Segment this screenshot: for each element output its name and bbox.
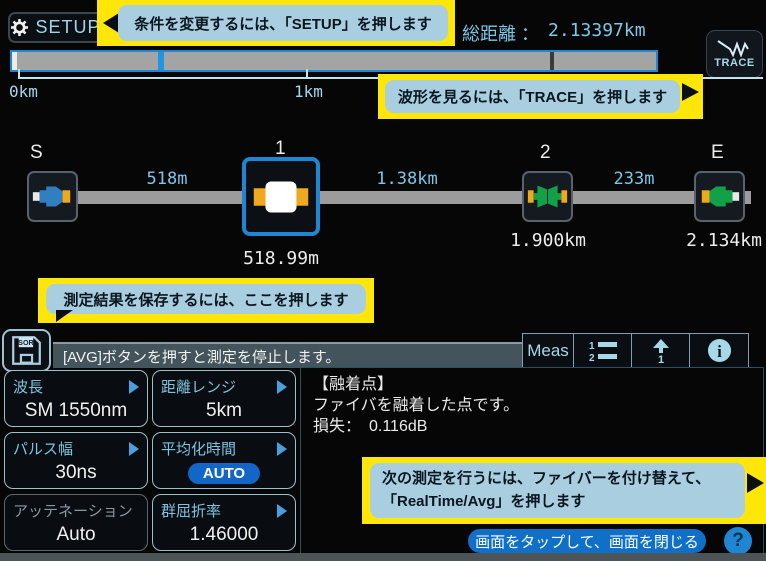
waveform-icon [716,39,749,57]
param-attenuation-value: Auto [56,524,96,545]
scrollbar-cursor-marker [158,52,164,70]
event-end-connector[interactable] [694,171,745,222]
ruler-label-1km: 1km [294,82,323,101]
event-1-distance: 518.99m [243,248,319,269]
total-distance-label: 総距離 ： [462,24,540,44]
tooltip-save-tail [56,310,73,322]
event-start-connector[interactable] [27,171,78,222]
event-info-loss: 損失： 0.116dB [313,418,428,436]
event-1-splice-selected[interactable] [242,157,320,236]
trace-button[interactable]: TRACE [706,30,763,78]
param-averaging-time[interactable]: 平均化時間 AUTO [152,432,296,489]
param-attenuation[interactable]: アッテネーション Auto [4,494,148,551]
tooltip-next-measurement: 次の測定を行うには、ファイバーを付け替えて、 「RealTime/Avg」を押し… [362,457,766,524]
param-distance-range-value: 5km [206,400,242,421]
ruler-label-0km: 0km [9,82,38,101]
param-distance-range[interactable]: 距離レンジ 5km [152,370,296,427]
help-button[interactable]: ? [724,527,752,555]
ruler-tick-1km [306,69,308,77]
tooltip-save: 測定結果を保存するには、ここを押します [38,278,374,323]
tab-page-up-button[interactable]: 1 [631,333,690,368]
chevron-right-icon [129,379,139,394]
start-connector-icon [32,186,71,207]
param-wavelength-value: SM 1550nm [24,400,128,421]
tab-meas[interactable]: Meas [522,333,574,368]
tooltip-setup: 条件を変更するには、「SETUP」を押します [97,0,455,46]
sor-label: SOR [18,338,34,347]
tooltip-next-line2: 「RealTime/Avg」を押します [382,492,586,510]
tooltip-setup-bubble: 条件を変更するには、「SETUP」を押します [118,5,448,41]
chevron-right-icon [277,441,287,456]
tooltip-next-bubble: 次の測定を行うには、ファイバーを付け替えて、 「RealTime/Avg」を押し… [370,463,745,518]
chevron-right-icon [277,503,287,518]
tab-meas-label: Meas [527,340,569,360]
status-message: [AVG]ボタンを押すと測定を停止します。 [63,348,341,366]
event-2-distance: 1.900km [510,230,586,251]
svg-text:2: 2 [589,353,595,363]
segment-length-1: 518m [146,169,188,189]
param-wavelength-label: 波長 [13,379,44,396]
param-averaging-time-label: 平均化時間 [161,441,237,458]
event-2-connector[interactable] [522,171,573,222]
total-distance-value: 2.13397km [548,20,646,41]
total-distance: 総距離 ： 2.13397km [462,20,646,46]
chevron-right-icon [129,441,139,456]
tab-event-list-button[interactable]: 1 2 [573,333,632,368]
param-pulse-width-label: パルス幅 [13,441,74,458]
tab-info-button[interactable]: i [689,333,749,368]
end-connector-icon [701,186,740,207]
svg-text:i: i [717,342,722,361]
event-label-end: E [711,142,724,163]
info-icon: i [707,338,731,363]
scrollbar-event-tick [550,52,554,70]
close-screen-label: 画面をタップして、画面を閉じる [475,533,699,551]
numbered-list-icon: 1 2 [589,341,617,363]
svg-text:1: 1 [589,341,595,352]
tooltip-trace: 波形を見るには、「TRACE」を押します [378,74,703,119]
param-wavelength[interactable]: 波長 SM 1550nm [4,370,148,427]
param-group-index-value: 1.46000 [189,524,259,545]
scrollbar-start-cap [12,52,17,70]
setup-button-label: SETUP [35,17,101,37]
tooltip-save-bubble: 測定結果を保存するには、ここを押します [46,284,366,314]
segment-length-2: 1.38km [376,169,438,189]
tooltip-trace-bubble: 波形を見るには、「TRACE」を押します [385,80,680,113]
svg-text:1: 1 [657,354,663,364]
segment-length-3: 233m [613,169,655,189]
event-info-title: 【融着点】 [313,376,394,393]
event-label-2: 2 [540,142,551,163]
event-label-start: S [30,142,43,163]
tooltip-next-tail [747,473,764,493]
tooltip-setup-tail [103,13,119,33]
gear-icon [11,19,29,36]
chevron-right-icon [277,379,287,394]
param-attenuation-label: アッテネーション [13,503,133,520]
setup-button[interactable]: SETUP [8,12,104,43]
fiber-line [45,191,751,204]
question-mark-icon: ? [732,530,744,551]
mated-connector-icon [527,185,568,208]
save-sor-button[interactable]: SOR [2,329,51,372]
param-pulse-width[interactable]: パルス幅 30ns [4,432,148,489]
status-bar: [AVG]ボタンを押すと測定を停止します。 [53,342,522,368]
event-label-1: 1 [275,138,286,159]
map-scrollbar[interactable] [10,50,658,72]
event-end-distance: 2.134km [686,230,762,251]
param-group-index[interactable]: 群屈折率 1.46000 [152,494,296,551]
event-info-description: ファイバを融着した点です。 [313,397,520,415]
auto-badge: AUTO [187,463,261,484]
ruler-tick-0km [18,69,20,77]
param-pulse-width-value: 30ns [55,462,97,483]
param-group-index-label: 群屈折率 [161,503,222,520]
trace-button-label: TRACE [714,56,755,69]
splice-icon [253,180,309,213]
floppy-disk-icon: SOR [12,336,41,365]
bottom-edge-strip [0,553,766,561]
tooltip-trace-tail [682,83,699,101]
param-distance-range-label: 距離レンジ [161,379,237,396]
up-arrow-icon: 1 [652,339,669,364]
close-screen-button[interactable]: 画面をタップして、画面を閉じる [468,529,706,553]
tooltip-next-line1: 次の測定を行うには、ファイバーを付け替えて、 [382,470,711,487]
